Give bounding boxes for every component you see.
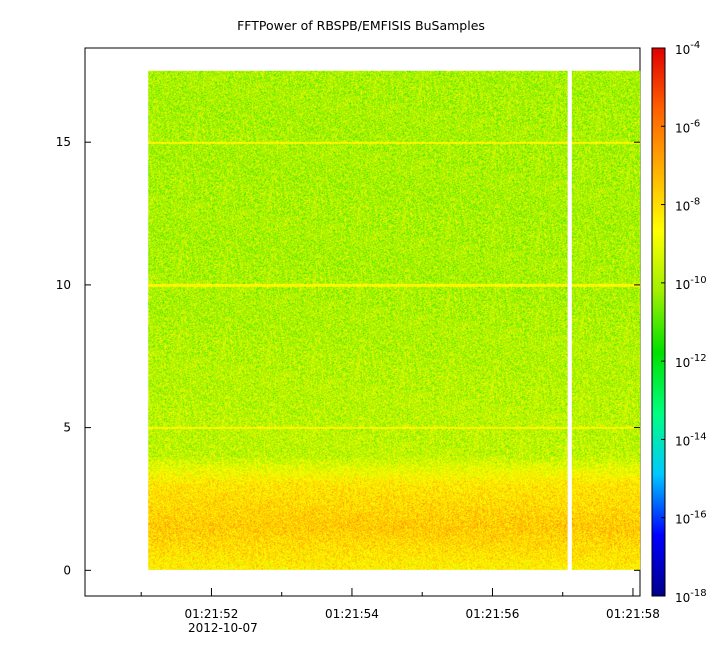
x-axis: 01:21:52 01:21:54 01:21:56 01:21:58 — [140, 588, 660, 621]
y-tick-label: 5 — [63, 421, 71, 435]
spectrogram-pixels — [148, 70, 641, 570]
colorbar — [651, 47, 666, 597]
colorbar-tick-label: 10-8 — [675, 197, 700, 214]
spectrogram-image — [148, 70, 641, 570]
y-tick-label: 15 — [56, 135, 71, 149]
colorbar-axis: 10-4 10-6 10-8 10-10 10-12 10-14 10-16 10-18 — [661, 40, 707, 605]
chart-title: FFTPower of RBSPB/EMFISIS BuSamples — [237, 18, 485, 33]
x-date-label: 2012-10-07 — [188, 621, 258, 635]
colorbar-tick-label: 10-4 — [675, 40, 700, 57]
x-tick-label: 01:21:54 — [325, 607, 379, 621]
colorbar-tick-label: 10-6 — [675, 118, 700, 135]
x-tick-label: 01:21:58 — [606, 607, 660, 621]
y-axis: 0 5 10 15 — [56, 135, 640, 577]
data-gap — [567, 70, 572, 571]
x-tick-label: 01:21:56 — [466, 607, 520, 621]
colorbar-tick-label: 10-14 — [675, 431, 707, 448]
colorbar-tick-label: 10-16 — [675, 510, 707, 527]
colorbar-tick-label: 10-12 — [675, 353, 707, 370]
y-tick-label: 0 — [63, 563, 71, 577]
x-tick-label: 01:21:52 — [185, 607, 239, 621]
colorbar-tick-label: 10-10 — [675, 275, 707, 292]
data-gaps — [567, 70, 572, 571]
y-tick-label: 10 — [56, 278, 71, 292]
colorbar-tick-label: 10-18 — [675, 588, 707, 605]
